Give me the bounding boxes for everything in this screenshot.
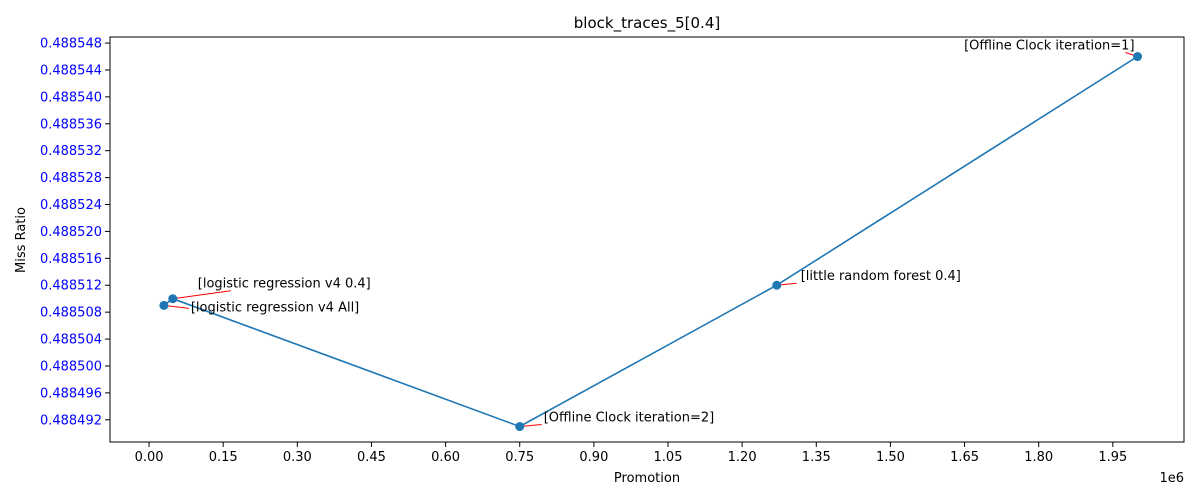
x-tick-label: 0.00 [135,450,164,465]
x-tick-label: 0.30 [283,450,312,465]
y-tick-label: 0.488512 [40,279,102,294]
data-point [1133,52,1143,62]
y-tick-label: 0.488516 [40,252,102,267]
annotation-label: [Offline Clock iteration=1] [964,39,1134,54]
y-tick-label: 0.488508 [40,306,102,321]
x-tick-label: 1.80 [1024,450,1053,465]
y-tick-label: 0.488532 [40,144,102,159]
data-point [515,422,525,432]
x-tick-label: 0.75 [505,450,534,465]
y-tick-label: 0.488496 [40,386,102,401]
x-tick-label: 1.50 [876,450,905,465]
x-tick-label: 1.95 [1098,450,1127,465]
y-tick-label: 0.488544 [40,63,102,78]
annotation-label: [logistic regression v4 0.4] [198,277,371,292]
data-point [168,294,178,304]
annotation-arrow [172,290,231,300]
y-axis-ticks: 0.488492 0.488496 0.488500 0.488504 0.488508… [40,37,110,428]
data-point [772,280,782,290]
x-tick-label: 0.45 [357,450,386,465]
x-axis-offset-text: 1e6 [1159,471,1184,486]
y-tick-label: 0.488492 [40,413,102,428]
y-tick-label: 0.488540 [40,90,102,105]
data-point [159,300,169,310]
chart-title: block_traces_5[0.4] [574,14,720,33]
x-tick-label: 0.90 [579,450,608,465]
y-tick-label: 0.488504 [40,333,102,348]
y-tick-label: 0.488548 [40,37,102,52]
x-tick-label: 1.65 [950,450,979,465]
plot-frame [109,36,1185,443]
x-axis-ticks: 0.00 0.15 0.30 0.45 0.60 0.75 0.90 1.05 1.20 1.35… [135,442,1127,465]
x-tick-label: 1.20 [728,450,757,465]
y-tick-label: 0.488520 [40,225,102,240]
x-tick-label: 0.60 [431,450,460,465]
annotation-label: [Offline Clock iteration=2] [544,411,714,426]
y-tick-label: 0.488528 [40,171,102,186]
y-tick-label: 0.488536 [40,117,102,132]
annotation-label: [logistic regression v4 All] [191,300,359,315]
annotation-label: [little random forest 0.4] [801,269,961,284]
annotation-labels: [logistic regression v4 All] [logistic re… [191,39,1135,426]
x-tick-label: 1.05 [654,450,683,465]
y-tick-label: 0.488524 [40,198,102,213]
data-series [159,52,1143,432]
x-axis-label: Promotion [614,471,680,486]
y-axis-label: Miss Ratio [14,207,29,273]
y-tick-label: 0.488500 [40,359,102,374]
x-tick-label: 0.15 [209,450,238,465]
x-tick-label: 1.35 [802,450,831,465]
